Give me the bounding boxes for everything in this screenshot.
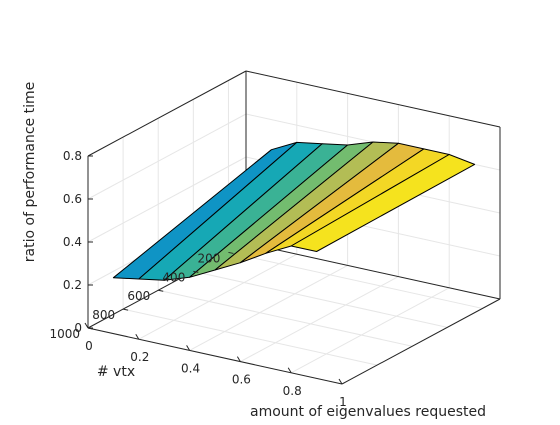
z-tick-label: 0.2 bbox=[63, 278, 82, 292]
x-tick-mark bbox=[84, 322, 89, 329]
y-tick-mark bbox=[87, 327, 94, 330]
x-tick-mark bbox=[186, 345, 191, 351]
x-tick-mark bbox=[338, 378, 343, 385]
floor-grid-line bbox=[123, 308, 378, 366]
axis-box-line bbox=[341, 298, 501, 385]
y-tick-label: 1000 bbox=[49, 327, 80, 341]
z-tick-label: 0.4 bbox=[63, 235, 82, 249]
x-axis-label: amount of eigenvalues requested bbox=[250, 404, 486, 420]
z-axis-label: ratio of performance time bbox=[22, 82, 38, 262]
axis-box-line bbox=[245, 70, 501, 128]
floor-grid-line bbox=[189, 264, 348, 351]
side-wall-grid-line bbox=[87, 113, 247, 200]
floor-grid-line bbox=[228, 251, 483, 309]
axis-box-line bbox=[87, 70, 247, 157]
x-tick-label: 0.6 bbox=[232, 373, 251, 387]
x-tick-mark bbox=[135, 333, 140, 340]
z-tick-label: 0.6 bbox=[63, 192, 82, 206]
y-tick-mark bbox=[158, 289, 164, 292]
floor-grid-line bbox=[193, 270, 448, 328]
y-tick-label: 400 bbox=[162, 270, 185, 284]
floor-grid-line bbox=[138, 253, 298, 340]
y-tick-mark bbox=[193, 270, 199, 273]
y-tick-label: 800 bbox=[92, 308, 115, 322]
y-tick-label: 200 bbox=[198, 251, 221, 265]
floor-grid-line bbox=[240, 276, 399, 363]
y-tick-mark bbox=[123, 308, 129, 311]
x-tick-label: 1 bbox=[339, 395, 347, 409]
x-tick-label: 0 bbox=[85, 339, 93, 353]
floor-grid-line bbox=[290, 287, 450, 374]
x-tick-mark bbox=[236, 356, 241, 362]
floor-grid-line bbox=[158, 289, 413, 347]
y-tick-label: 600 bbox=[127, 289, 150, 303]
z-tick-label: 0 bbox=[74, 321, 82, 335]
y-tick-mark bbox=[228, 251, 234, 254]
x-tick-label: 0.8 bbox=[283, 384, 302, 398]
axis-box-line bbox=[87, 327, 343, 385]
z-tick-label: 0.8 bbox=[63, 149, 82, 163]
side-wall-grid-line bbox=[87, 156, 247, 243]
x-tick-label: 0.2 bbox=[130, 350, 149, 364]
y-axis-label: # vtx bbox=[97, 364, 135, 380]
surface-patch bbox=[290, 154, 476, 252]
x-tick-label: 0.4 bbox=[181, 361, 200, 375]
x-tick-mark bbox=[287, 367, 292, 374]
axis-box-line bbox=[245, 242, 501, 300]
